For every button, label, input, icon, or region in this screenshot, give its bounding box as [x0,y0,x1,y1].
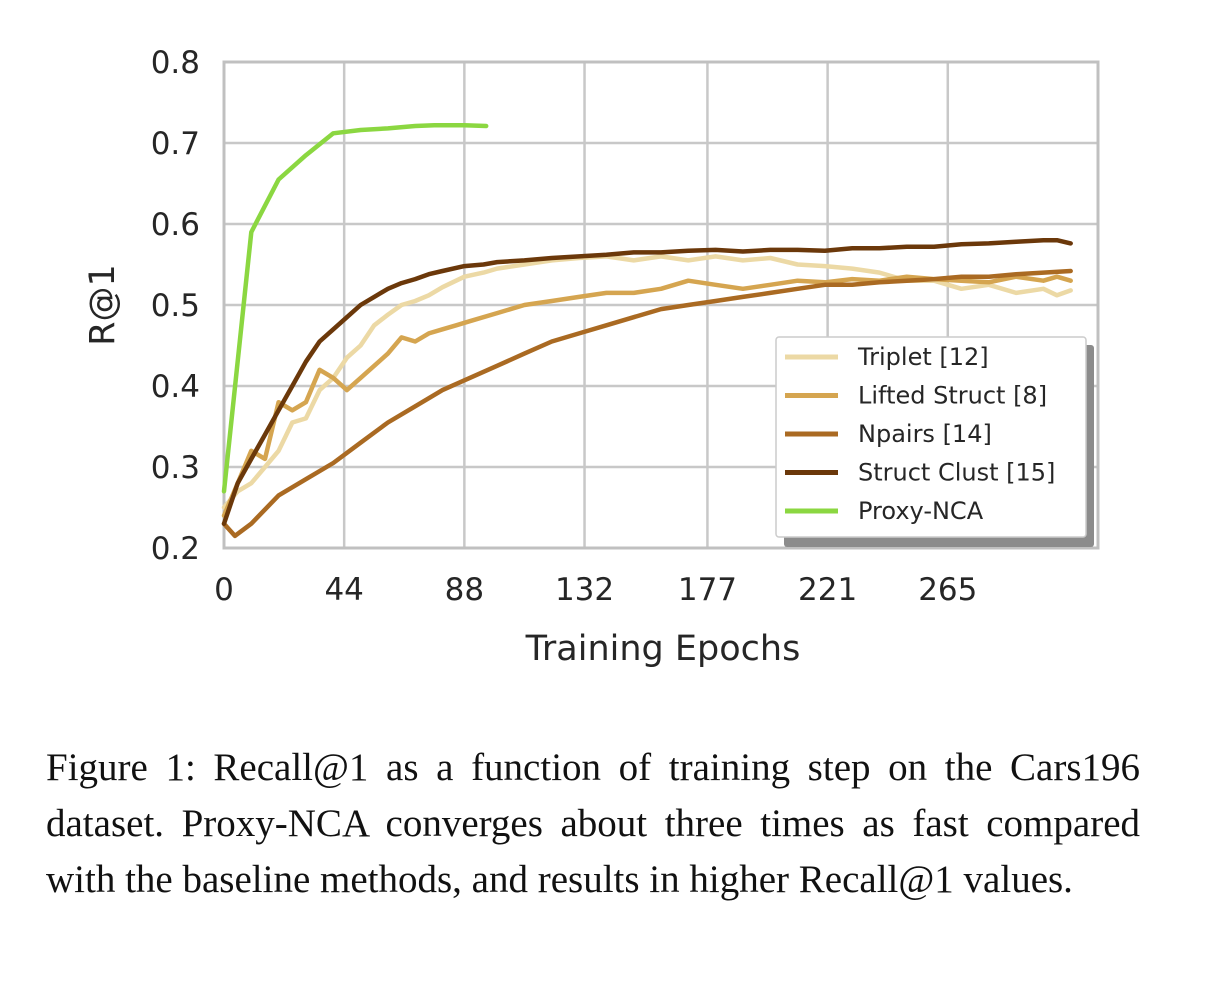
x-tick-label: 132 [555,572,614,608]
y-tick-label: 0.2 [151,531,200,567]
legend-label-proxy-nca: Proxy-NCA [858,497,984,525]
y-tick-label: 0.5 [151,288,200,324]
series-line-proxy-nca [221,122,489,494]
x-tick-label: 0 [214,572,234,608]
y-tick-label: 0.4 [151,369,200,405]
y-tick-label: 0.3 [151,450,200,486]
x-tick-label: 177 [678,572,737,608]
y-tick-label: 0.7 [151,126,200,162]
legend-box [775,336,1087,538]
series-line-npairs [221,268,1073,539]
legend-label-lifted-struct: Lifted Struct [8] [858,382,1047,410]
series-line-lifted-struct [221,274,1073,518]
x-tick-labels: 0 44 88 132 177 221 265 [214,572,977,608]
x-tick-label: 265 [918,572,977,608]
legend-label-triplet: Triplet [12] [857,343,989,371]
y-tick-labels: 0.2 0.3 0.4 0.5 0.6 0.7 0.8 [151,45,200,567]
y-tick-label: 0.6 [151,207,200,243]
x-tick-label: 44 [324,572,363,608]
legend-label-npairs: Npairs [14] [858,420,992,448]
y-axis-label: R@1 [83,264,123,346]
series-line-struct-clust [221,237,1073,526]
plot-frame [222,60,1100,550]
x-axis-label: Training Epochs [525,629,801,669]
legend-label-struct-clust: Struct Clust [15] [858,459,1055,487]
legend: Triplet [12] Lifted Struct [8] Npairs [14]… [775,336,1094,547]
x-tick-label: 88 [445,572,484,608]
y-tick-label: 0.8 [151,45,200,81]
recall-chart: 0 44 88 132 177 221 265 0.20.30.40.50.60.70.8 … [83,45,1100,669]
x-tick-label: 221 [798,572,857,608]
series-lines [221,122,1073,539]
figure-caption: Figure 1: Recall@1 as a function of trai… [46,746,1140,901]
